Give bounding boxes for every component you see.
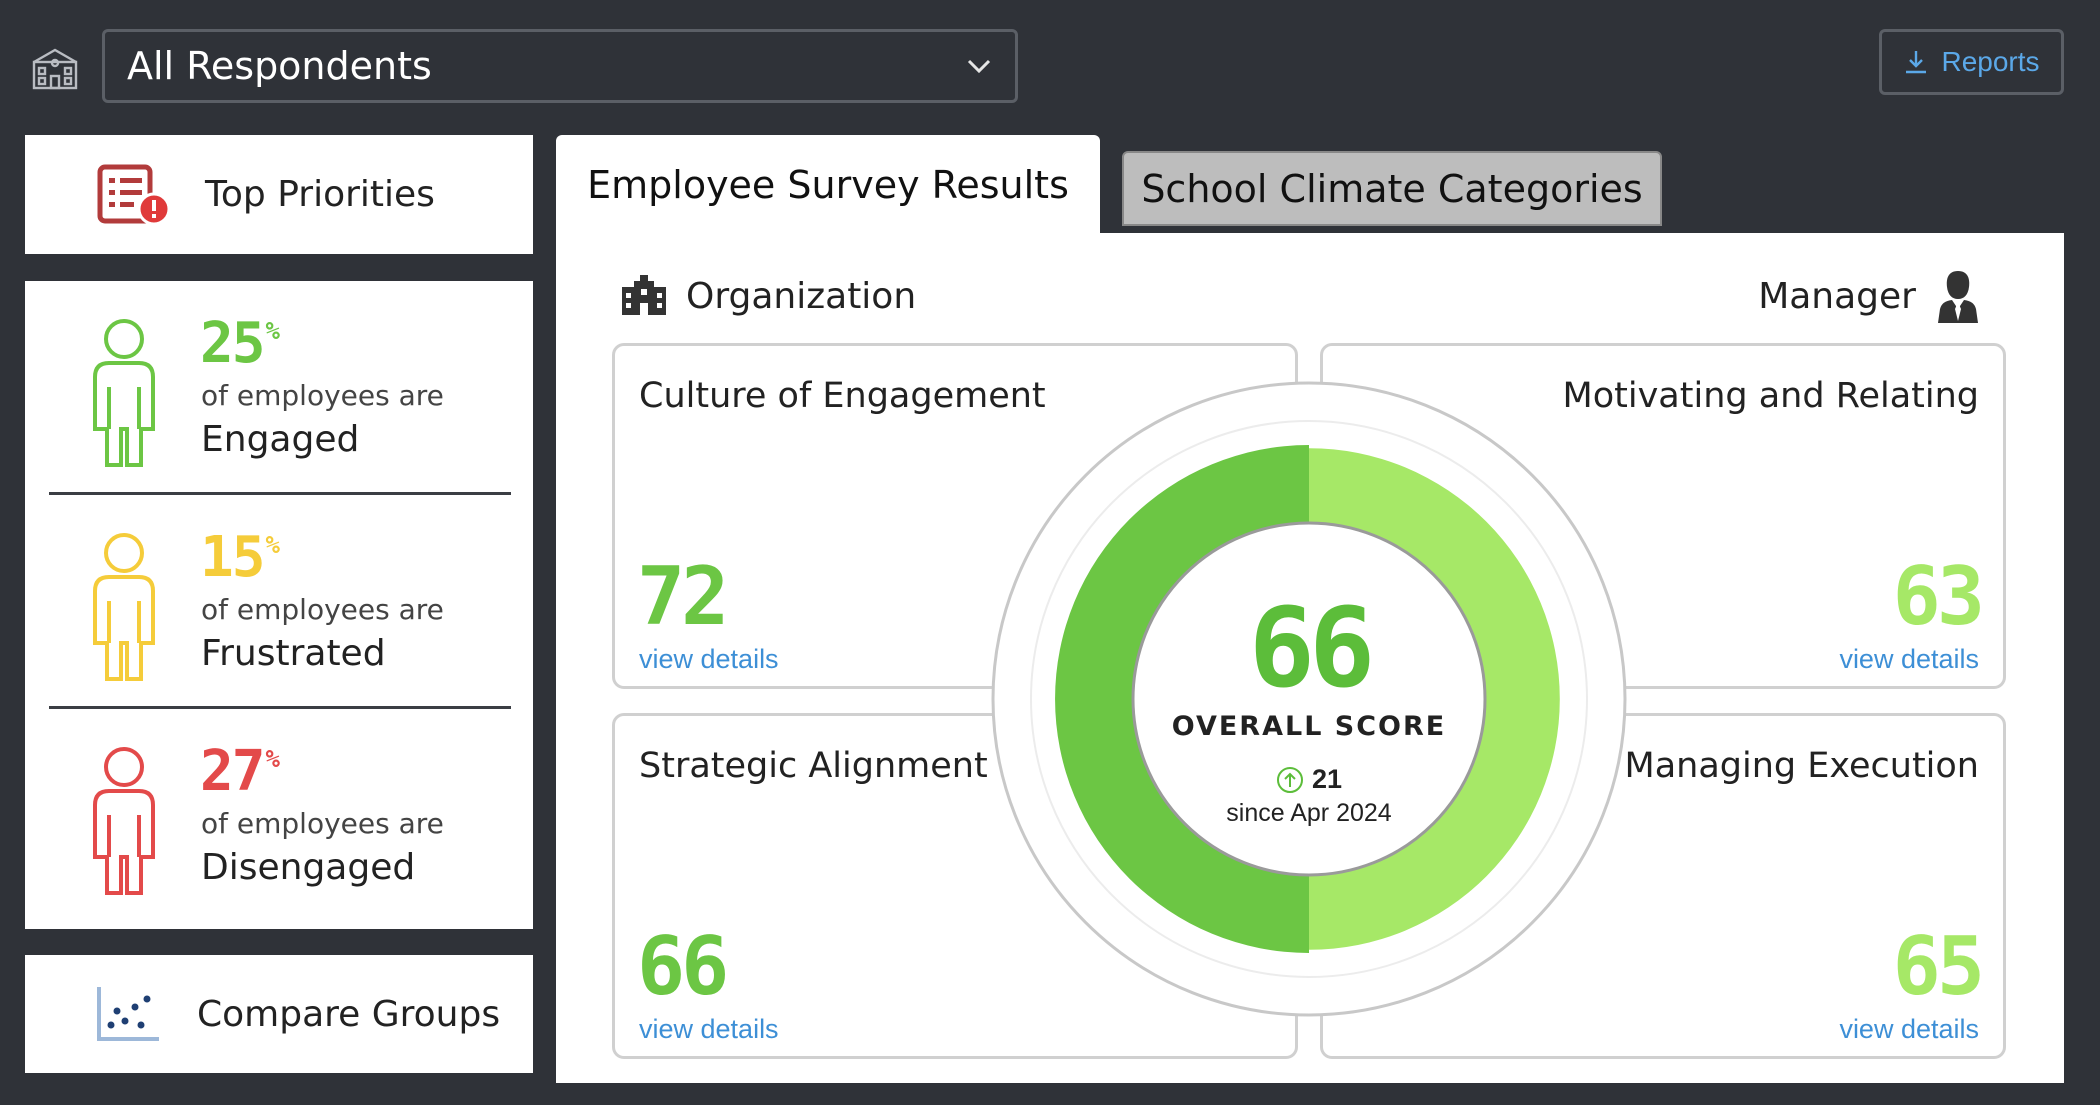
disengaged-caption: of employees are — [201, 807, 444, 840]
scatter-plot-icon — [97, 987, 159, 1041]
school-building-icon — [32, 48, 78, 90]
score-change-since: since Apr 2024 — [1226, 799, 1392, 827]
quadrant-title: Managing Execution — [1624, 746, 1980, 786]
overall-score-block: 66 OVERALL SCORE 21 since Apr 2024 — [1131, 593, 1487, 828]
manager-person-icon — [1938, 271, 1978, 323]
score-change: 21 — [1131, 764, 1487, 795]
quadrant-score: 66 — [637, 920, 729, 1013]
reports-label: Reports — [1941, 46, 2040, 77]
quadrant-score: 63 — [1892, 550, 1985, 643]
respondent-filter-dropdown[interactable]: All Respondents — [102, 29, 1018, 103]
quadrant-title: Culture of Engagement — [639, 376, 1046, 416]
person-engaged-icon — [93, 319, 155, 467]
score-center-circle — [1131, 521, 1487, 877]
quadrant-title: Strategic Alignment — [639, 746, 988, 786]
person-disengaged-icon — [93, 747, 155, 895]
stat-disengaged: 27% of employees are Disengaged — [25, 709, 533, 923]
download-icon — [1906, 51, 1927, 74]
quadrant-score: 72 — [637, 550, 729, 643]
stat-engaged: 25% of employees are Engaged — [25, 281, 533, 495]
frustrated-label: Frustrated — [201, 633, 386, 674]
view-details-link[interactable]: view details — [639, 644, 779, 674]
view-details-link[interactable]: view details — [1839, 1014, 1979, 1044]
person-frustrated-icon — [93, 533, 155, 681]
compare-groups-button[interactable]: Compare Groups — [25, 955, 533, 1073]
tab-employee-survey-results[interactable]: Employee Survey Results — [556, 135, 1100, 235]
manager-score-arc — [1309, 448, 1560, 950]
organization-label: Organization — [686, 275, 917, 317]
compare-groups-label: Compare Groups — [197, 993, 501, 1035]
organization-header: Organization — [620, 275, 916, 317]
divider — [49, 492, 511, 495]
engaged-label: Engaged — [201, 419, 360, 460]
manager-label: Manager — [1758, 275, 1916, 317]
tab-school-climate-categories[interactable]: School Climate Categories — [1122, 151, 1662, 226]
engaged-caption: of employees are — [201, 379, 444, 412]
disengaged-percent: 27% — [200, 739, 280, 804]
manager-header: Manager — [1758, 269, 1980, 323]
stat-frustrated: 15% of employees are Frustrated — [25, 495, 533, 709]
arrow-up-circle-icon — [1276, 766, 1303, 793]
organization-building-icon — [622, 275, 666, 315]
quadrant-score: 65 — [1892, 920, 1985, 1013]
disengaged-label: Disengaged — [201, 847, 416, 888]
inner-ring-guide — [1030, 420, 1588, 978]
engagement-stats-panel: 25% of employees are Engaged 15% of empl… — [25, 281, 533, 929]
engaged-percent: 25% — [200, 311, 280, 376]
survey-results-panel: Organization Manager Culture of Engageme… — [556, 233, 2064, 1083]
overall-score-label: OVERALL SCORE — [1171, 711, 1447, 742]
top-priorities-label: Top Priorities — [205, 174, 435, 215]
view-details-link[interactable]: view details — [639, 1014, 779, 1044]
chevron-down-icon — [967, 59, 991, 74]
organization-score-arc — [1055, 445, 1309, 953]
score-change-value: 21 — [1311, 764, 1343, 794]
divider — [49, 706, 511, 709]
frustrated-caption: of employees are — [201, 593, 444, 626]
overall-score-ring — [991, 381, 1627, 1017]
top-priorities-button[interactable]: Top Priorities — [25, 135, 533, 254]
view-details-link[interactable]: view details — [1839, 644, 1979, 674]
frustrated-percent: 15% — [200, 525, 280, 590]
reports-button[interactable]: Reports — [1879, 29, 2064, 95]
overall-score-value: 66 — [1248, 584, 1375, 712]
priority-list-icon — [97, 164, 171, 225]
respondent-filter-value: All Respondents — [127, 44, 432, 88]
quadrant-title: Motivating and Relating — [1562, 376, 1979, 416]
